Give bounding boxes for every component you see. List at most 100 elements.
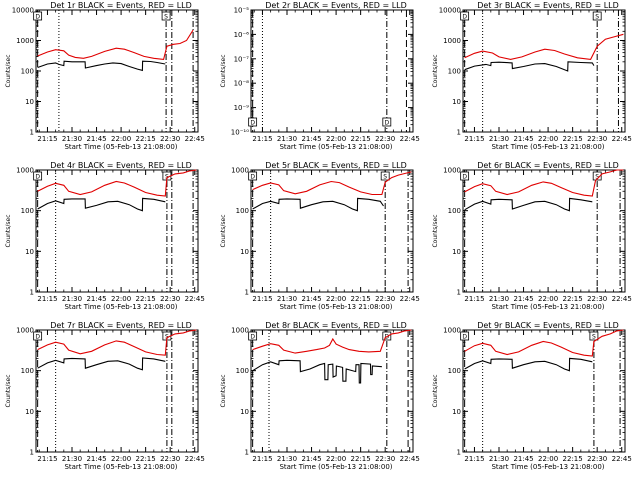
- x-tick-label: 22:15: [563, 135, 583, 143]
- x-tick-label: 22:45: [400, 455, 420, 463]
- lld-series-line: [37, 169, 197, 197]
- flag-label: D: [250, 120, 255, 127]
- flag-box: [460, 171, 470, 181]
- x-tick-label: 21:45: [86, 455, 106, 463]
- panel-det-2: Det 2r BLACK = Events, RED = LLD 10⁻¹⁰ 10⁻…: [220, 1, 420, 151]
- x-tick-label: 21:15: [252, 455, 272, 463]
- flag-label: D: [462, 174, 467, 181]
- flag-box: [248, 331, 258, 341]
- panel-title: Det 1r BLACK = Events, RED = LLD: [50, 1, 192, 10]
- panel-title: Det 5r BLACK = Events, RED = LLD: [265, 161, 407, 170]
- x-tick-label: 21:15: [252, 135, 272, 143]
- events-series-line: [37, 60, 166, 72]
- x-tick-label: 22:30: [375, 455, 395, 463]
- plot-frame: [462, 9, 626, 133]
- lld-series-line: [464, 33, 624, 60]
- x-tick-label: 22:30: [160, 295, 180, 303]
- x-tick-label: 22:45: [185, 295, 205, 303]
- flag-box: [589, 331, 599, 341]
- y-tick-label: 100: [448, 207, 461, 215]
- flag-label: D: [385, 120, 390, 127]
- flag-label: D: [250, 334, 255, 341]
- x-axis-label: Start Time (05-Feb-13 21:08:00): [64, 143, 177, 151]
- plot-frame: [250, 9, 414, 133]
- x-tick-label: 21:30: [277, 295, 297, 303]
- flag-box: [33, 331, 43, 341]
- y-tick-label: 100: [236, 367, 249, 375]
- x-tick-label: 22:00: [538, 135, 558, 143]
- y-axis-label: Counts/sec: [220, 54, 227, 87]
- y-tick-label: 10000: [12, 7, 34, 15]
- x-tick-label: 22:00: [538, 455, 558, 463]
- x-axis-label: Start Time (05-Feb-13 21:08:00): [64, 463, 177, 471]
- events-series-line: [252, 359, 382, 384]
- x-tick-label: 22:00: [326, 455, 346, 463]
- y-tick-label: 1000: [443, 37, 461, 45]
- flag-label: S: [383, 174, 387, 181]
- x-tick-label: 22:15: [136, 455, 156, 463]
- y-axis-label: Counts/sec: [220, 374, 227, 407]
- lld-series-line: [252, 329, 412, 354]
- panel-title: Det 6r BLACK = Events, RED = LLD: [477, 161, 619, 170]
- x-tick-label: 22:15: [136, 135, 156, 143]
- x-tick-label: 22:30: [160, 455, 180, 463]
- events-series-line: [37, 357, 166, 371]
- x-tick-label: 22:45: [612, 135, 632, 143]
- x-tick-label: 21:15: [464, 455, 484, 463]
- y-tick-label: 1: [457, 289, 461, 297]
- x-tick-label: 21:45: [86, 295, 106, 303]
- x-tick-label: 21:45: [301, 295, 321, 303]
- x-tick-label: 22:00: [111, 295, 131, 303]
- x-tick-label: 22:00: [326, 135, 346, 143]
- x-axis-label: Start Time (05-Feb-13 21:08:00): [279, 303, 392, 311]
- x-tick-label: 22:15: [563, 295, 583, 303]
- y-tick-label: 1: [30, 289, 34, 297]
- x-tick-label: 22:00: [538, 295, 558, 303]
- y-tick-label: 10⁻⁹: [234, 104, 250, 112]
- x-tick-label: 21:45: [513, 135, 533, 143]
- x-tick-label: 22:30: [160, 135, 180, 143]
- events-series-line: [464, 197, 593, 212]
- x-tick-label: 22:15: [351, 295, 371, 303]
- y-axis-label: Counts/sec: [5, 374, 12, 407]
- y-tick-label: 1000: [16, 37, 34, 45]
- x-tick-label: 22:15: [351, 135, 371, 143]
- flag-label: S: [595, 14, 599, 21]
- y-tick-label: 1: [457, 129, 461, 137]
- x-tick-label: 21:45: [301, 455, 321, 463]
- flag-box: [33, 171, 43, 181]
- y-tick-label: 10⁻⁸: [234, 80, 250, 88]
- plot-frame: [462, 329, 626, 453]
- y-tick-label: 100: [21, 68, 34, 76]
- y-tick-label: 10: [452, 98, 461, 106]
- y-tick-label: 100: [236, 207, 249, 215]
- panel-det-5: Det 5r BLACK = Events, RED = LLD 1 10 100 10…: [220, 161, 420, 311]
- x-tick-label: 21:30: [62, 295, 82, 303]
- y-tick-label: 1000: [16, 167, 34, 175]
- x-tick-label: 21:15: [37, 295, 57, 303]
- x-tick-label: 22:15: [351, 455, 371, 463]
- x-tick-label: 21:45: [513, 455, 533, 463]
- flag-label: S: [164, 14, 168, 21]
- x-tick-label: 21:15: [37, 135, 57, 143]
- lld-series-line: [464, 329, 624, 357]
- y-axis-label: Counts/sec: [220, 214, 227, 247]
- x-tick-label: 21:15: [37, 455, 57, 463]
- events-series-line: [464, 61, 595, 72]
- flag-box: [33, 11, 43, 21]
- x-tick-label: 22:45: [400, 135, 420, 143]
- x-tick-label: 22:30: [587, 295, 607, 303]
- plot-frame: [35, 9, 199, 133]
- lld-series-line: [252, 171, 412, 196]
- flag-label: S: [592, 334, 596, 341]
- y-tick-label: 1: [30, 449, 34, 457]
- panel-det-8: Det 8r BLACK = Events, RED = LLD 1 10 100 10…: [220, 321, 420, 471]
- y-tick-label: 10⁻⁵: [234, 7, 250, 15]
- x-tick-label: 21:15: [464, 295, 484, 303]
- x-tick-label: 22:00: [111, 455, 131, 463]
- panel-det-4: Det 4r BLACK = Events, RED = LLD 1 10 100 10…: [5, 161, 205, 311]
- x-tick-label: 22:00: [111, 135, 131, 143]
- y-tick-label: 100: [21, 367, 34, 375]
- y-tick-label: 1: [30, 129, 34, 137]
- y-tick-label: 1000: [443, 167, 461, 175]
